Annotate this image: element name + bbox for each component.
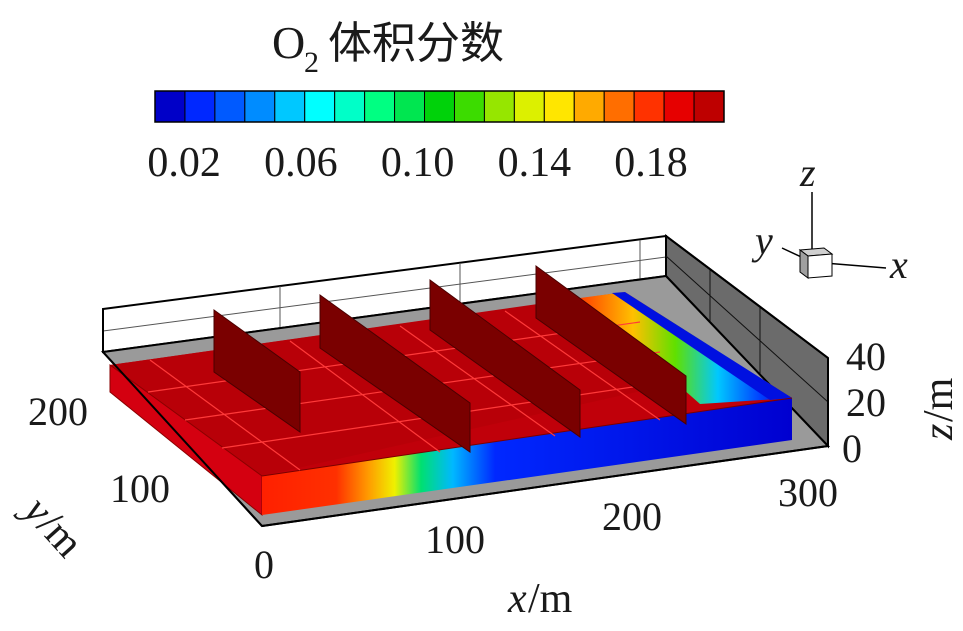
colorbar-swatch [543, 90, 575, 123]
colorbar-tick-label: 0.06 [264, 140, 338, 186]
triad-x-label: x [889, 242, 908, 287]
triad-cube [798, 247, 834, 279]
colorbar-swatch [573, 90, 605, 123]
colorbar-tick-label: 0.02 [147, 140, 221, 186]
x-tick-label: 200 [602, 494, 662, 539]
baffle-wall [429, 279, 581, 438]
colorbar-frame [154, 90, 725, 123]
baffle-wall [213, 309, 301, 433]
colorbar-swatch [184, 90, 216, 123]
z-axis-title-var: z [916, 424, 962, 441]
triad-z-label: z [799, 150, 816, 195]
x-axis: 0 100 200 300 x /m [254, 470, 838, 622]
front-box-edge [261, 445, 829, 527]
colorbar-swatch [453, 90, 485, 123]
z-tick-label: 40 [846, 334, 886, 379]
colorbar-swatch [304, 90, 336, 123]
y-tick-label: 100 [110, 466, 170, 511]
y-axis-title: y /m [12, 485, 92, 567]
colorbar-swatch [274, 90, 306, 123]
y-tick-label: 200 [28, 389, 88, 434]
x-tick-label: 300 [778, 470, 838, 515]
colorbar-swatch [214, 90, 246, 123]
z-axis-title-unit: /m [916, 377, 962, 422]
z-tick-label: 0 [842, 426, 862, 471]
colorbar-swatch [154, 90, 186, 123]
colorbar-swatch [663, 90, 695, 123]
baffle-wall [535, 265, 687, 425]
colorbar-swatch [633, 90, 665, 123]
colorbar-swatch [244, 90, 276, 123]
baffle-wall [319, 294, 471, 453]
colorbar-swatch [364, 90, 396, 123]
x-axis-title-var: x [507, 576, 527, 622]
baffle-walls [213, 265, 687, 453]
colorbar-swatch [693, 90, 725, 123]
colorbar-swatch [603, 90, 635, 123]
colorbar-swatch [513, 90, 545, 123]
colorbar-swatch [483, 90, 515, 123]
title-subscript: 2 [304, 46, 319, 79]
colorbar-tick-label: 0.10 [381, 140, 455, 186]
right-top-edge [665, 235, 829, 359]
side-grid-line [665, 255, 829, 403]
title-o: O [272, 17, 305, 68]
domain-front-wall [262, 398, 792, 515]
colorbar [154, 90, 725, 123]
colorbar-tick-labels: 0.02 0.06 0.10 0.14 0.18 [147, 140, 687, 186]
title-rest: 体积分数 [328, 19, 504, 68]
x-tick-label: 0 [254, 542, 274, 587]
colorbar-tick-label: 0.18 [614, 140, 688, 186]
triad-y-label: y [751, 218, 773, 263]
colorbar-swatch [394, 90, 426, 123]
z-tick-label: 20 [846, 380, 886, 425]
z-axis: 40 20 0 z /m [842, 334, 962, 471]
colorbar-swatch [334, 90, 366, 123]
x-tick-label: 100 [425, 517, 485, 562]
left-box-edge [102, 351, 263, 527]
top-low-o2-strip [612, 292, 792, 400]
plot-box [100, 233, 831, 528]
x-axis-title: x /m [507, 576, 573, 622]
colorbar-tick-label: 0.14 [498, 140, 572, 186]
x-axis-title-unit: /m [528, 576, 573, 622]
colorbar-swatch [424, 90, 455, 123]
z-axis-title: z /m [916, 377, 962, 441]
axis-triad: z y x [751, 150, 908, 287]
back-grid-line [102, 256, 667, 332]
domain-front-edge [261, 397, 793, 477]
chart-title: O 2 体积分数 [272, 17, 504, 79]
